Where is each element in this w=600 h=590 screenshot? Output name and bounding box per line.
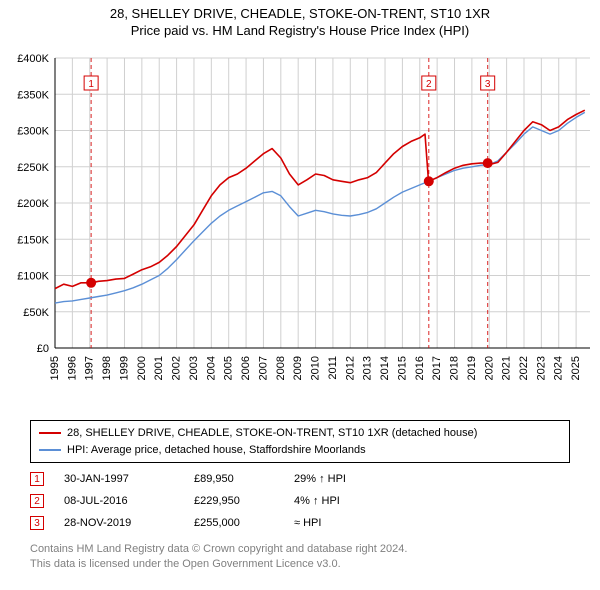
chart-container: 28, SHELLEY DRIVE, CHEADLE, STOKE-ON-TRE…: [0, 0, 600, 590]
transaction-date: 08-JUL-2016: [64, 495, 174, 507]
title-address: 28, SHELLEY DRIVE, CHEADLE, STOKE-ON-TRE…: [0, 6, 600, 23]
transaction-price: £255,000: [194, 517, 274, 529]
svg-text:2006: 2006: [240, 356, 252, 380]
svg-text:2001: 2001: [153, 356, 165, 380]
svg-text:2: 2: [426, 79, 432, 90]
legend-swatch: [39, 449, 61, 451]
svg-text:3: 3: [485, 79, 491, 90]
svg-text:£0: £0: [37, 343, 49, 355]
svg-text:2020: 2020: [483, 356, 495, 380]
transaction-date: 30-JAN-1997: [64, 473, 174, 485]
title-block: 28, SHELLEY DRIVE, CHEADLE, STOKE-ON-TRE…: [0, 0, 600, 40]
svg-text:£100K: £100K: [17, 271, 49, 283]
svg-text:£400K: £400K: [17, 53, 49, 65]
svg-text:2021: 2021: [501, 356, 513, 380]
svg-text:2004: 2004: [205, 356, 217, 380]
attribution-footer: Contains HM Land Registry data © Crown c…: [30, 542, 407, 572]
svg-text:2007: 2007: [257, 356, 269, 380]
svg-text:2016: 2016: [414, 356, 426, 380]
chart-area: £0 £50K £100K £150K £200K £250K £300K £350K £400…: [0, 48, 600, 408]
title-subtitle: Price paid vs. HM Land Registry's House …: [0, 23, 600, 40]
legend-row: 28, SHELLEY DRIVE, CHEADLE, STOKE-ON-TRE…: [39, 425, 561, 442]
svg-text:2019: 2019: [466, 356, 478, 380]
transaction-delta: ≈ HPI: [294, 517, 444, 529]
legend-swatch: [39, 432, 61, 434]
svg-text:£150K: £150K: [17, 234, 49, 246]
svg-text:£350K: £350K: [17, 89, 49, 101]
chart-svg: £0 £50K £100K £150K £200K £250K £300K £350K £400…: [0, 48, 600, 408]
svg-text:2005: 2005: [223, 356, 235, 380]
footer-line2: This data is licensed under the Open Gov…: [30, 557, 407, 572]
svg-text:£250K: £250K: [17, 162, 49, 174]
legend-label: 28, SHELLEY DRIVE, CHEADLE, STOKE-ON-TRE…: [67, 425, 477, 442]
svg-text:1996: 1996: [66, 356, 78, 380]
transaction-delta: 29% ↑ HPI: [294, 473, 444, 485]
svg-text:2024: 2024: [553, 356, 565, 380]
svg-text:2022: 2022: [518, 356, 530, 380]
transaction-row: 1 30-JAN-1997 £89,950 29% ↑ HPI: [30, 468, 570, 490]
transaction-marker: 1: [30, 472, 44, 486]
svg-text:1999: 1999: [118, 356, 130, 380]
transaction-date: 28-NOV-2019: [64, 517, 174, 529]
svg-text:2010: 2010: [310, 356, 322, 380]
svg-text:2012: 2012: [344, 356, 356, 380]
svg-text:2025: 2025: [570, 356, 582, 380]
svg-text:2013: 2013: [362, 356, 374, 380]
legend-label: HPI: Average price, detached house, Staf…: [67, 442, 366, 459]
svg-text:1995: 1995: [49, 356, 61, 380]
svg-text:2014: 2014: [379, 356, 391, 380]
svg-text:2018: 2018: [449, 356, 461, 380]
transactions-table: 1 30-JAN-1997 £89,950 29% ↑ HPI 2 08-JUL-2016…: [30, 468, 570, 534]
transaction-price: £229,950: [194, 495, 274, 507]
transaction-price: £89,950: [194, 473, 274, 485]
svg-text:1997: 1997: [84, 356, 96, 380]
svg-text:£50K: £50K: [23, 307, 49, 319]
svg-text:2023: 2023: [535, 356, 547, 380]
legend-box: 28, SHELLEY DRIVE, CHEADLE, STOKE-ON-TRE…: [30, 420, 570, 463]
footer-line1: Contains HM Land Registry data © Crown c…: [30, 542, 407, 557]
transaction-delta: 4% ↑ HPI: [294, 495, 444, 507]
svg-text:2017: 2017: [431, 356, 443, 380]
transaction-row: 3 28-NOV-2019 £255,000 ≈ HPI: [30, 512, 570, 534]
svg-text:2000: 2000: [136, 356, 148, 380]
transaction-marker: 3: [30, 516, 44, 530]
svg-text:1998: 1998: [101, 356, 113, 380]
svg-text:2008: 2008: [275, 356, 287, 380]
transaction-row: 2 08-JUL-2016 £229,950 4% ↑ HPI: [30, 490, 570, 512]
svg-text:2011: 2011: [327, 356, 339, 380]
svg-text:2009: 2009: [292, 356, 304, 380]
svg-text:2015: 2015: [396, 356, 408, 380]
svg-text:1: 1: [88, 79, 94, 90]
svg-text:2002: 2002: [171, 356, 183, 380]
svg-text:£200K: £200K: [17, 198, 49, 210]
legend-row: HPI: Average price, detached house, Staf…: [39, 442, 561, 459]
transaction-marker: 2: [30, 494, 44, 508]
svg-text:2003: 2003: [188, 356, 200, 380]
svg-text:£300K: £300K: [17, 126, 49, 138]
